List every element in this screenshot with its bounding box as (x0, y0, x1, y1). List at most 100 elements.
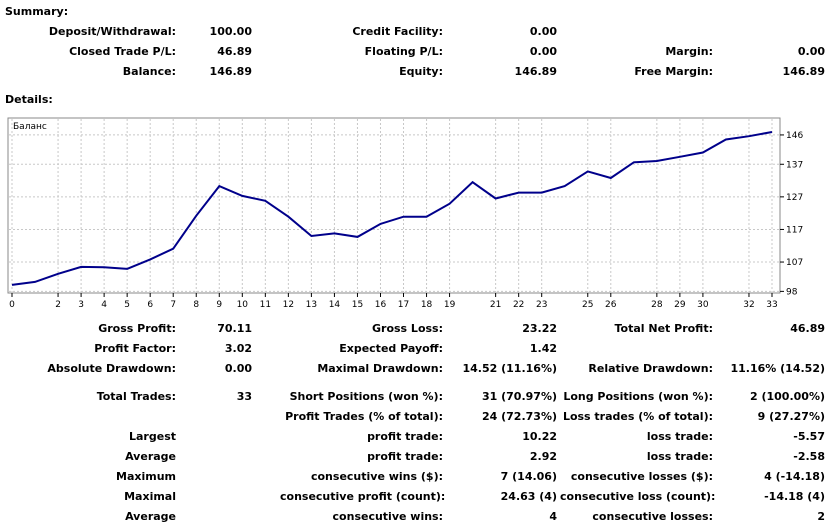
avg-cons-wins-value: 4 (549, 510, 557, 523)
largest-loss-label: loss trade: (646, 430, 713, 443)
average2-label: Average (125, 510, 176, 523)
maximal-cons-profit-label: consecutive profit (count): (280, 490, 446, 503)
long-pos-value: 2 (100.00%) (749, 390, 825, 403)
closed-pl-value: 46.89 (217, 45, 252, 58)
deposit-value: 100.00 (209, 25, 252, 38)
x-tick-label: 2 (55, 300, 61, 310)
balance-value: 146.89 (209, 65, 252, 78)
margin-value: 0.00 (797, 45, 825, 58)
loss-trades-value: 9 (27.27%) (757, 410, 825, 423)
chart-title: Баланс (13, 122, 47, 132)
gross-loss-value: 23.22 (522, 322, 557, 335)
expected-payoff-label: Expected Payoff: (339, 342, 443, 355)
maximum-label: Maximum (116, 470, 176, 483)
max-cons-losses-value: 4 (-14.18) (764, 470, 825, 483)
average-label: Average (125, 450, 176, 463)
x-axis-ticks: 0 2 3 4 5 6 7 8 9 10 11 12 13 14 15 16 17 18 19 21 22 23 25 26 2… (9, 293, 778, 310)
y-tick-label: 146 (786, 131, 803, 141)
x-tick-label: 19 (444, 300, 456, 310)
total-trades-label: Total Trades: (96, 390, 176, 403)
x-tick-label: 13 (306, 300, 317, 310)
x-tick-label: 18 (421, 300, 433, 310)
x-tick-label: 12 (283, 300, 294, 310)
free-margin-label: Free Margin: (634, 65, 713, 78)
x-tick-label: 3 (78, 300, 84, 310)
largest-profit-label: profit trade: (367, 430, 443, 443)
net-profit-label: Total Net Profit: (614, 322, 714, 335)
balance-label: Balance: (122, 65, 176, 78)
x-tick-label: 17 (398, 300, 409, 310)
y-tick-label: 107 (786, 258, 803, 268)
gross-profit-label: Gross Profit: (98, 322, 176, 335)
long-pos-label: Long Positions (won %): (563, 390, 713, 403)
profit-factor-value: 3.02 (224, 342, 252, 355)
max-drawdown-label: Maximal Drawdown: (317, 362, 443, 375)
rel-drawdown-value: 11.16% (14.52) (730, 362, 826, 375)
y-tick-label: 137 (786, 160, 803, 170)
x-tick-label: 16 (375, 300, 387, 310)
x-tick-label: 8 (193, 300, 199, 310)
credit-label: Credit Facility: (352, 25, 443, 38)
x-tick-label: 5 (124, 300, 130, 310)
y-axis-ticks: 98 107 117 127 137 146 (780, 131, 803, 297)
maximal-cons-loss-value: -14.18 (4) (764, 490, 825, 503)
x-tick-label: 21 (490, 300, 501, 310)
x-tick-label: 10 (237, 300, 249, 310)
short-pos-label: Short Positions (won %): (289, 390, 443, 403)
x-tick-label: 25 (582, 300, 593, 310)
x-tick-label: 28 (651, 300, 663, 310)
profit-trades-label: Profit Trades (% of total): (285, 410, 443, 423)
x-tick-label: 14 (329, 300, 341, 310)
floating-value: 0.00 (529, 45, 557, 58)
x-tick-label: 7 (170, 300, 176, 310)
short-pos-value: 31 (70.97%) (481, 390, 557, 403)
x-tick-label: 15 (352, 300, 363, 310)
x-tick-label: 9 (216, 300, 222, 310)
gross-profit-value: 70.11 (217, 322, 252, 335)
avg-cons-losses-value: 2 (817, 510, 825, 523)
x-tick-label: 22 (513, 300, 524, 310)
abs-drawdown-label: Absolute Drawdown: (47, 362, 176, 375)
largest-loss-value: -5.57 (793, 430, 825, 443)
x-tick-label: 23 (536, 300, 547, 310)
x-tick-label: 26 (605, 300, 617, 310)
max-cons-losses-label: consecutive losses ($): (570, 470, 713, 483)
abs-drawdown-value: 0.00 (224, 362, 252, 375)
average-loss-label: loss trade: (646, 450, 713, 463)
profit-factor-label: Profit Factor: (94, 342, 176, 355)
net-profit-value: 46.89 (790, 322, 825, 335)
max-drawdown-value: 14.52 (11.16%) (462, 362, 558, 375)
x-tick-label: 0 (9, 300, 15, 310)
max-cons-wins-value: 7 (14.06) (500, 470, 557, 483)
total-trades-value: 33 (236, 390, 252, 403)
margin-label: Margin: (665, 45, 713, 58)
x-tick-label: 29 (674, 300, 686, 310)
x-tick-label: 30 (697, 300, 709, 310)
loss-trades-label: Loss trades (% of total): (562, 410, 713, 423)
x-tick-label: 11 (260, 300, 271, 310)
maximal-cons-loss-label: consecutive loss (count): (560, 490, 716, 503)
balance-series-line (11, 131, 773, 286)
deposit-label: Deposit/Withdrawal: (48, 25, 176, 38)
chart-grid (9, 119, 779, 292)
free-margin-value: 146.89 (782, 65, 825, 78)
floating-label: Floating P/L: (364, 45, 443, 58)
average-profit-label: profit trade: (367, 450, 443, 463)
maximal-cons-profit-value: 24.63 (4) (500, 490, 557, 503)
x-tick-label: 32 (743, 300, 754, 310)
x-tick-label: 33 (766, 300, 777, 310)
closed-pl-label: Closed Trade P/L: (69, 45, 176, 58)
avg-cons-losses-label: consecutive losses: (592, 510, 713, 523)
expected-payoff-value: 1.42 (529, 342, 557, 355)
maximal-label: Maximal (124, 490, 176, 503)
x-tick-label: 6 (147, 300, 153, 310)
credit-value: 0.00 (529, 25, 557, 38)
x-tick-label: 4 (101, 300, 107, 310)
equity-value: 146.89 (514, 65, 557, 78)
details-heading: Details: (5, 93, 53, 106)
average-loss-value: -2.58 (793, 450, 825, 463)
y-tick-label: 98 (786, 287, 798, 297)
chart-plot-area (7, 117, 781, 294)
largest-profit-value: 10.22 (522, 430, 557, 443)
